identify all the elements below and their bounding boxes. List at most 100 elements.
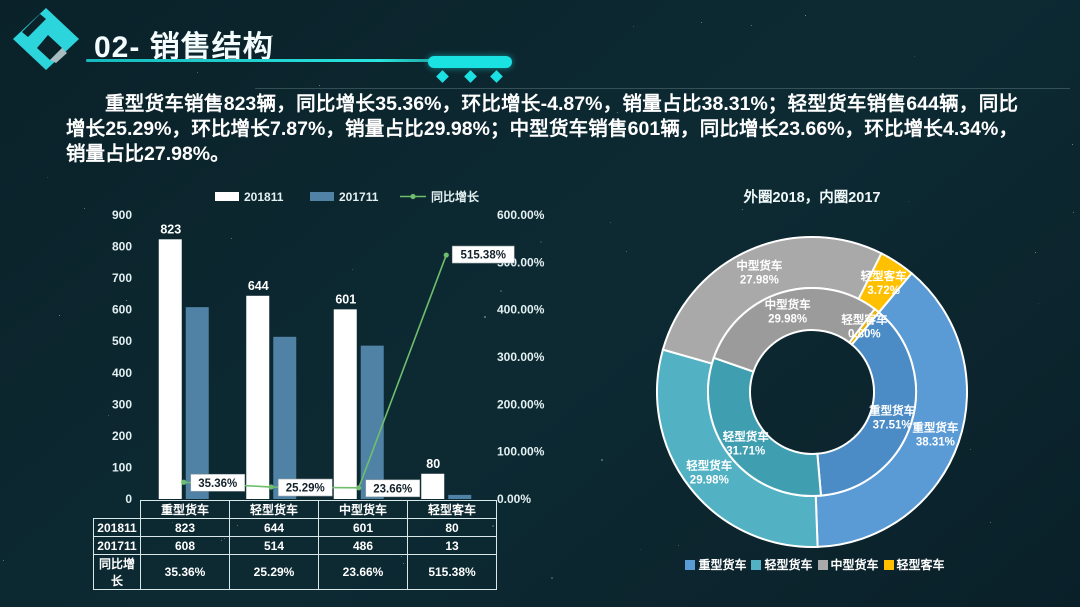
star-dot: [1035, 252, 1036, 253]
table-col-header: 轻型客车: [407, 500, 497, 519]
legend-label: 重型货车: [698, 558, 747, 572]
bar-201811-轻型客车: [421, 473, 445, 499]
donut-chart-title: 外圈2018，内圈2017: [743, 190, 881, 206]
table-cell: 823: [140, 518, 230, 537]
growth-line: [183, 254, 447, 489]
table-cell: 601: [318, 518, 408, 537]
table-col-header: 中型货车: [318, 500, 408, 519]
donut-slice-label: 重型货车 38.31%: [912, 420, 958, 448]
star-dot: [742, 209, 743, 210]
donut-slice-label: 轻型客车 3.72%: [861, 269, 907, 297]
star-dot: [59, 315, 60, 316]
donut-slice-label: 中型货车 27.98%: [736, 259, 782, 287]
growth-callout-label: 23.66%: [373, 483, 412, 495]
star-dot: [47, 177, 48, 178]
right-axis-tick: 200.00%: [497, 397, 545, 411]
left-axis-tick: 400: [112, 366, 132, 380]
table-cell: 35.36%: [140, 554, 230, 590]
growth-callout-box: [277, 478, 333, 497]
table-row-header: 201811: [93, 518, 141, 537]
star-dot: [701, 22, 702, 23]
star-dot: [551, 577, 553, 579]
table-corner-cell: [94, 501, 141, 519]
legend-swatch-icon: [751, 559, 762, 570]
table-cell: 515.38%: [407, 554, 497, 590]
bar-201811-重型货车: [158, 239, 182, 499]
table-cell: 23.66%: [318, 554, 408, 590]
bar-value-label: 823: [160, 222, 181, 236]
table-cell: 25.29%: [229, 554, 319, 590]
bar-value-label: 80: [426, 457, 440, 471]
star-dot: [640, 549, 641, 550]
right-axis-tick: 400.00%: [497, 303, 545, 317]
left-axis-tick: 700: [112, 271, 132, 285]
table-col-header: 重型货车: [140, 500, 230, 519]
donut-slice-inner-中型货车: [712, 287, 877, 373]
donut-chart: 重型货车 38.31% 轻型货车 29.98% 中型货车 27.98% 轻型客车 3.72% 重…: [656, 236, 969, 548]
donut-slice-label: 轻型客车 0.80%: [841, 312, 887, 340]
bar-201811-轻型货车: [246, 295, 270, 499]
star-dot: [3, 560, 4, 561]
donut-legend-item: 重型货车: [685, 556, 746, 573]
title-underline: [86, 59, 506, 62]
bar-201711-重型货车: [185, 307, 209, 499]
table-cell: 13: [407, 536, 497, 555]
growth-line-marker: [268, 484, 274, 490]
sales-data-table: 重型货车 轻型货车 中型货车 轻型客车 201811 823 644 601 80 201711 6…: [93, 500, 497, 590]
decorative-diamond-icon: [464, 70, 477, 83]
table-row: 同比增长 35.36% 25.29% 23.66% 515.38%: [93, 554, 497, 590]
growth-line-marker: [181, 479, 187, 485]
right-axis-tick: 600.00%: [497, 208, 545, 222]
star-dot: [626, 251, 627, 252]
star-dot: [197, 72, 198, 73]
bar-201711-中型货车: [360, 345, 384, 499]
legend-label: 轻型货车: [764, 558, 813, 572]
donut-slice-label: 轻型货车 31.71%: [723, 430, 769, 458]
donut-slice-label: 中型货车 29.98%: [765, 298, 811, 326]
table-row: 201811 823 644 601 80: [93, 518, 497, 537]
donut-slice-label: 轻型货车 29.98%: [686, 459, 732, 487]
table-cell: 644: [229, 518, 319, 537]
legend-swatch-icon: [817, 559, 828, 570]
legend-label: 中型货车: [830, 558, 879, 572]
left-axis-tick: 200: [112, 429, 132, 443]
donut-legend-item: 中型货车: [817, 556, 879, 573]
left-axis-tick: 0: [125, 492, 132, 506]
star-dot: [84, 208, 85, 209]
logo-diamond-icon: [13, 8, 79, 70]
donut-slice-inner-轻型货车: [707, 356, 823, 497]
donut-slice-label: 重型货车 37.51%: [869, 403, 915, 431]
left-axis-tick: 900: [112, 208, 132, 222]
growth-line-marker: [443, 252, 449, 258]
decorative-line: [255, 88, 1070, 89]
summary-text: 重型货车销售823辆，同比增长35.36%，环比增长-4.87%，销量占比38.…: [66, 93, 1018, 165]
donut-slice-inner-轻型客车: [848, 307, 881, 346]
decorative-bar: [428, 56, 512, 68]
growth-callout-box: [190, 473, 246, 492]
donut-legend: 重型货车 轻型货车 中型货车 轻型客车: [635, 556, 995, 573]
table-cell: 514: [229, 536, 319, 555]
table-col-header: 轻型货车: [229, 500, 319, 519]
star-dot: [751, 25, 752, 26]
table-row-header: 201711: [93, 536, 141, 555]
growth-callout-label: 515.38%: [461, 250, 506, 262]
bar-value-label: 601: [335, 292, 356, 306]
legend-swatch-201711: [310, 192, 334, 201]
star-dot: [1072, 144, 1073, 145]
legend-label: 轻型客车: [896, 558, 945, 572]
legend-swatch-icon: [883, 559, 894, 570]
donut-slice-inner-重型货车: [816, 310, 917, 497]
growth-callout-box: [365, 479, 421, 498]
growth-callout-box: [451, 245, 515, 264]
star-dot: [633, 26, 634, 27]
star-dot: [1038, 303, 1039, 304]
star-dot: [319, 85, 320, 86]
growth-callout-label: 35.36%: [198, 478, 237, 490]
right-axis-tick: 100.00%: [497, 445, 545, 459]
right-axis-tick: 0.00%: [497, 492, 531, 506]
star-dot: [990, 522, 991, 523]
bar-201711-轻型客车: [448, 494, 472, 499]
donut-legend-item: 轻型客车: [883, 556, 945, 573]
table-cell: 80: [407, 518, 497, 537]
